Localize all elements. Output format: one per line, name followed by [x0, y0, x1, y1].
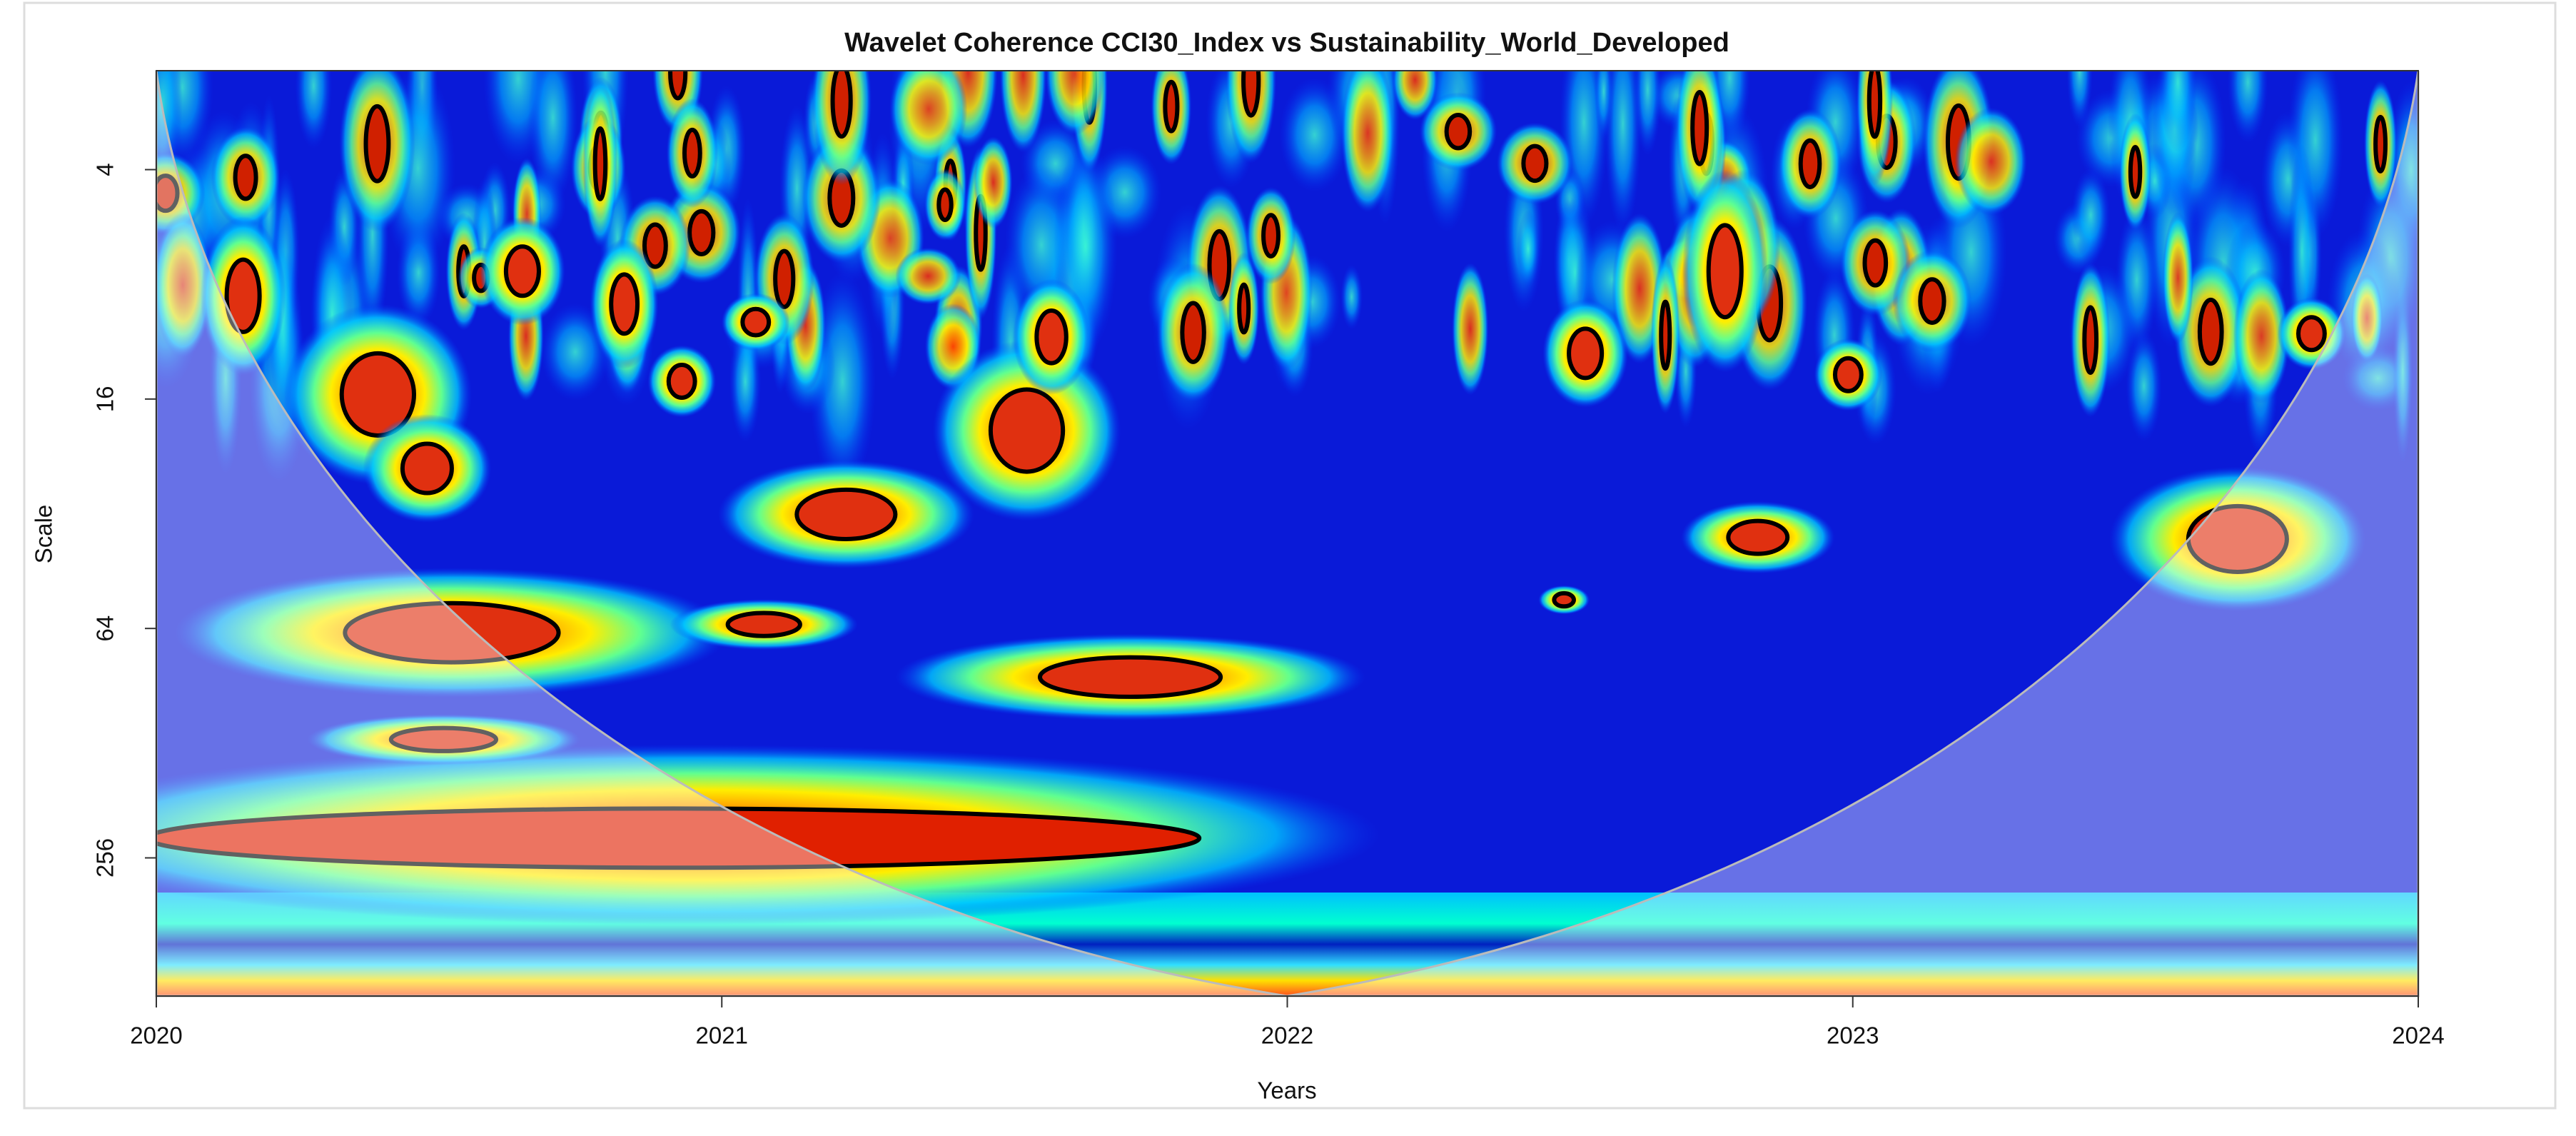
cone-of-influence [155, 70, 2420, 997]
significance-contour [1798, 138, 1822, 189]
significance-contour [1918, 277, 1946, 326]
significance-contour [2296, 315, 2327, 353]
y-axis-label: Scale [31, 505, 57, 564]
significance-contour [2128, 144, 2143, 199]
significance-contour [503, 244, 541, 298]
significance-contour [687, 208, 716, 256]
significance-contour [2373, 114, 2388, 174]
significance-contour [740, 306, 772, 338]
texture-streak [2126, 330, 2162, 442]
texture-halo [974, 136, 1013, 228]
significance-contour [343, 600, 561, 665]
significance-contour [1037, 655, 1223, 699]
significance-contour [1659, 299, 1672, 371]
y-tick-label: 64 [92, 615, 118, 642]
significance-contour [936, 187, 954, 223]
significance-contour [1690, 89, 1709, 166]
y-tick-label: 4 [92, 163, 118, 176]
texture-streak [2227, 71, 2268, 144]
x-axis-label: Years [1257, 1077, 1316, 1104]
significance-contour [388, 725, 499, 753]
texture-halo [2350, 273, 2383, 363]
y-tick-label: 16 [92, 386, 118, 413]
x-tick-label: 2022 [1261, 1022, 1313, 1049]
significance-contour [1862, 238, 1889, 288]
x-tick-label: 2024 [2392, 1022, 2444, 1049]
significance-contour [666, 362, 697, 401]
significance-contour [1832, 356, 1864, 393]
x-tick-label: 2020 [130, 1022, 182, 1049]
significance-contour [592, 126, 608, 201]
significance-contour [609, 272, 640, 336]
significance-contour [988, 387, 1066, 474]
significance-contour [1237, 282, 1251, 335]
significance-contour [1726, 518, 1790, 556]
texture-streak [528, 71, 578, 204]
significance-contour [1261, 213, 1281, 258]
texture-streak [1516, 209, 1540, 288]
y-tick-label: 256 [92, 838, 118, 878]
texture-halo [156, 212, 212, 358]
significance-contour [2197, 297, 2224, 366]
chart-title: Wavelet Coherence CCI30_Index vs Sustain… [844, 28, 1729, 58]
texture-streak [729, 321, 762, 443]
significance-contour [794, 487, 898, 541]
texture-halo [2233, 268, 2290, 404]
significance-contour [1521, 144, 1549, 184]
texture-halo [1452, 262, 1489, 396]
texture-streak [809, 270, 877, 493]
texture-streak [1604, 71, 1642, 235]
significance-contour [1867, 71, 1883, 139]
significance-contour [1034, 308, 1069, 366]
significance-contour [363, 104, 391, 184]
texture-halo [1392, 71, 1438, 120]
significance-contour [668, 71, 688, 101]
significance-contour [830, 71, 853, 139]
texture-halo [156, 151, 206, 235]
significance-contour [2082, 305, 2099, 375]
significance-contour [642, 222, 668, 269]
significance-contour [1163, 79, 1180, 134]
texture-halo [895, 247, 961, 305]
x-tick-label: 2021 [696, 1022, 748, 1049]
significance-contour [725, 610, 802, 638]
significance-contour [682, 127, 702, 179]
significance-contour [1567, 326, 1605, 381]
significance-contour [773, 248, 796, 309]
texture-streak [295, 71, 333, 149]
significance-contour [1444, 112, 1473, 151]
coherence-field [156, 71, 2418, 996]
texture-halo [1340, 71, 1395, 213]
texture-halo [999, 71, 1047, 153]
significance-contour [156, 174, 180, 213]
texture-halo [1954, 107, 2027, 216]
significance-contour [233, 154, 258, 201]
significance-contour [156, 806, 1201, 870]
texture-halo [889, 71, 968, 166]
significance-contour [1180, 301, 1206, 364]
texture-streak [2158, 71, 2197, 153]
x-tick-label: 2023 [1827, 1022, 1879, 1049]
significance-contour [224, 257, 262, 334]
significance-contour [1706, 223, 1744, 320]
significance-contour [1241, 71, 1261, 118]
significance-contour [400, 441, 454, 496]
texture-halo [1045, 71, 1105, 136]
texture-streak [2066, 71, 2093, 129]
frame [23, 1, 2557, 1110]
texture-streak [1340, 264, 1363, 330]
texture-streak [2071, 168, 2111, 262]
texture-halo [2162, 211, 2194, 344]
significance-contour [1552, 590, 1576, 609]
